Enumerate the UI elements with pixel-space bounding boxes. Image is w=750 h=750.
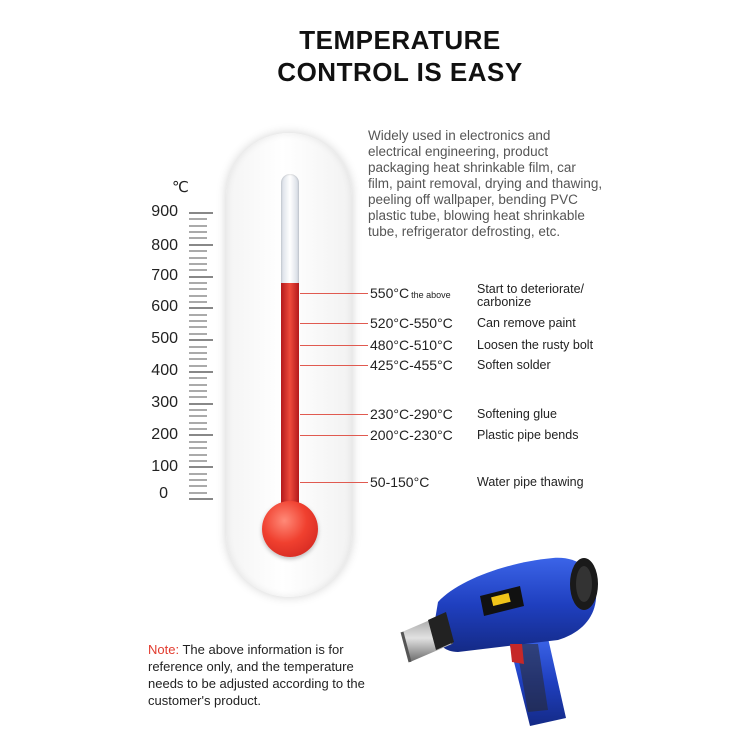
scale-tick xyxy=(189,281,207,284)
scale-tick xyxy=(189,428,207,431)
scale-label-200: 200 xyxy=(151,426,178,443)
marker-temp-200: 200°C-230°C xyxy=(370,427,453,443)
scale-tick xyxy=(189,485,207,488)
marker-use-50: Water pipe thawing xyxy=(477,475,584,489)
scale-label-0: 0 xyxy=(159,485,168,502)
marker-use-550-line2: carbonize xyxy=(477,295,532,309)
scale-tick xyxy=(189,491,207,494)
scale-tick xyxy=(189,294,207,297)
note-prefix: Note: xyxy=(148,642,180,657)
scale-tick xyxy=(189,339,213,342)
scale-tick xyxy=(189,262,207,265)
scale-tick xyxy=(189,320,207,322)
marker-line-520 xyxy=(300,323,368,324)
scale-tick xyxy=(189,237,207,240)
scale-label-900: 900 xyxy=(151,203,178,220)
scale-label-800: 800 xyxy=(151,237,178,254)
marker-line-200 xyxy=(300,435,368,436)
marker-line-550 xyxy=(300,293,368,294)
scale-label-100: 100 xyxy=(151,458,178,475)
scale-tick xyxy=(189,396,207,399)
scale-tick xyxy=(189,402,213,405)
marker-use-425: Soften solder xyxy=(477,358,551,372)
scale-tick xyxy=(189,498,213,500)
scale-tick xyxy=(189,377,207,380)
scale-label-300: 300 xyxy=(151,394,178,411)
scale-tick xyxy=(189,434,213,437)
marker-line-230 xyxy=(300,414,368,415)
marker-temp-230: 230°C-290°C xyxy=(370,406,453,422)
scale-tick xyxy=(189,301,207,303)
scale-tick xyxy=(189,466,213,469)
scale-label-600: 600 xyxy=(151,298,178,315)
scale-tick xyxy=(189,440,207,443)
usage-description: Widely used in electronics and electrica… xyxy=(368,128,603,239)
marker-use-200: Plastic pipe bends xyxy=(477,428,579,442)
scale-label-500: 500 xyxy=(151,330,178,347)
page-title: TEMPERATURE CONTROL IS EASY xyxy=(0,24,750,88)
title-line-2: CONTROL IS EASY xyxy=(277,57,523,87)
scale-tick xyxy=(189,224,207,227)
marker-use-550-line1: Start to deteriorate/ xyxy=(477,282,585,296)
scale-tick xyxy=(189,364,207,367)
scale-tick xyxy=(189,358,207,361)
marker-use-480: Loosen the rusty bolt xyxy=(477,338,594,352)
scale-tick xyxy=(189,351,207,354)
scale-tick xyxy=(189,269,207,272)
marker-temp-550-suffix: the above xyxy=(411,290,451,300)
scale-tick xyxy=(189,415,207,418)
scale-tick xyxy=(189,313,207,316)
scale-tick xyxy=(189,383,207,386)
marker-temp-50: 50-150°C xyxy=(370,474,430,490)
marker-temp-425: 425°C-455°C xyxy=(370,357,453,373)
scale-tick xyxy=(189,256,207,259)
scale-tick xyxy=(189,453,207,456)
scale-tick xyxy=(189,275,213,278)
scale-label-700: 700 xyxy=(151,267,178,284)
scale-tick xyxy=(189,370,213,373)
scale-tick xyxy=(189,332,207,335)
scale-tick xyxy=(189,243,213,246)
scale-label-400: 400 xyxy=(151,362,178,379)
note-text: The above information is for reference o… xyxy=(148,642,365,708)
scale-tick xyxy=(189,212,213,214)
marker-temp-480: 480°C-510°C xyxy=(370,337,453,353)
marker-line-480 xyxy=(300,345,368,346)
scale-tick xyxy=(189,326,207,329)
scale-tick xyxy=(189,472,207,475)
scale-tick xyxy=(189,409,207,411)
marker-line-50 xyxy=(300,482,368,483)
marker-use-550: Start to deteriorate/ carbonize xyxy=(477,283,584,309)
marker-temp-520: 520°C-550°C xyxy=(370,315,453,331)
marker-temp-550: 550°C the above xyxy=(370,285,451,301)
scale-tick xyxy=(189,250,207,253)
scale-tick xyxy=(189,288,207,291)
scale-tick xyxy=(189,307,213,310)
scale-tick xyxy=(189,345,207,348)
scale-tick xyxy=(189,421,207,424)
scale-tick xyxy=(189,231,207,234)
scale-tick xyxy=(189,447,207,450)
scale-unit: ℃ xyxy=(172,179,189,196)
marker-use-230: Softening glue xyxy=(477,407,557,421)
heat-gun-icon xyxy=(400,557,598,726)
mercury-column xyxy=(281,283,299,515)
scale-tick xyxy=(189,390,207,392)
scale-tick xyxy=(189,459,207,462)
reference-note: Note: The above information is for refer… xyxy=(148,641,368,709)
title-line-1: TEMPERATURE xyxy=(299,25,501,55)
thermometer-bulb xyxy=(262,501,318,557)
scale-tick xyxy=(189,478,207,481)
marker-temp-550-value: 550°C xyxy=(370,285,410,301)
marker-line-425 xyxy=(300,365,368,366)
marker-use-520: Can remove paint xyxy=(477,316,576,330)
scale-tick xyxy=(189,218,207,221)
